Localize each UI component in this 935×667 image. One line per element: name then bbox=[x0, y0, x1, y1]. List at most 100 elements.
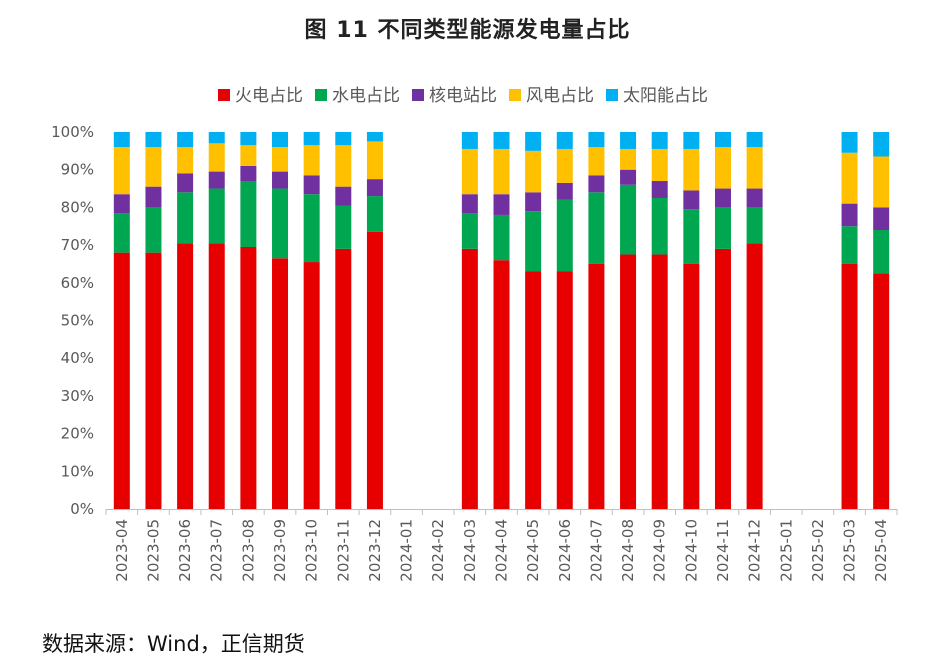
bar-segment-nuclear bbox=[177, 173, 194, 193]
bar-segment-solar bbox=[556, 132, 573, 149]
y-tick-label: 20% bbox=[61, 425, 94, 443]
bar-segment-hydro bbox=[113, 213, 130, 253]
bar-segment-solar bbox=[303, 132, 320, 146]
bar-segment-hydro bbox=[651, 197, 668, 255]
bar-segment-wind bbox=[746, 147, 763, 189]
bar-segment-nuclear bbox=[588, 175, 605, 193]
legend-swatch-wind bbox=[509, 89, 521, 101]
bar-segment-solar bbox=[335, 132, 352, 146]
bar-segment-thermal bbox=[303, 262, 320, 509]
bar-segment-thermal bbox=[525, 271, 542, 509]
legend-label: 水电占比 bbox=[332, 86, 400, 106]
x-tick-label: 2024-12 bbox=[746, 519, 764, 582]
bar-segment-solar bbox=[461, 132, 478, 149]
bar-segment-nuclear bbox=[240, 165, 257, 182]
y-tick-label: 30% bbox=[61, 387, 94, 405]
bar-segment-thermal bbox=[651, 254, 668, 509]
bar-segment-thermal bbox=[746, 243, 763, 509]
bar-segment-hydro bbox=[461, 213, 478, 249]
bar-segment-thermal bbox=[461, 248, 478, 509]
bar-segment-hydro bbox=[208, 188, 225, 244]
legend-label: 风电占比 bbox=[526, 86, 594, 106]
bar-segment-wind bbox=[873, 156, 890, 208]
bar-segment-solar bbox=[366, 132, 383, 142]
x-tick-label: 2024-09 bbox=[651, 519, 669, 582]
y-axis: 0% 10% 20% 30% 40% 50% 60% 70% 80% 90% 100% bbox=[51, 123, 94, 518]
bar-segment-nuclear bbox=[873, 207, 890, 231]
bar-segment-wind bbox=[208, 143, 225, 172]
x-tick-label: 2023-10 bbox=[303, 519, 321, 582]
x-tick-label: 2024-07 bbox=[587, 519, 605, 582]
bar-segment-solar bbox=[240, 132, 257, 146]
bar-segment-hydro bbox=[714, 207, 731, 249]
bar-segment-thermal bbox=[493, 260, 510, 509]
bar-segment-nuclear bbox=[113, 194, 130, 214]
x-tick-label: 2023-05 bbox=[144, 519, 162, 582]
bar-segment-nuclear bbox=[714, 188, 731, 208]
bar-segment-solar bbox=[493, 132, 510, 149]
y-tick-label: 70% bbox=[61, 236, 94, 254]
x-tick-label: 2024-08 bbox=[619, 519, 637, 582]
bar-segment-solar bbox=[272, 132, 289, 148]
y-tick-label: 0% bbox=[70, 500, 94, 518]
bar-segment-wind bbox=[493, 148, 510, 195]
x-tick-label: 2023-04 bbox=[113, 519, 131, 582]
bar-segment-hydro bbox=[556, 199, 573, 272]
bar-segment-wind bbox=[366, 141, 383, 180]
bar-segment-nuclear bbox=[841, 203, 858, 227]
bar-segment-thermal bbox=[873, 273, 890, 509]
x-tick-label: 2024-04 bbox=[493, 519, 511, 582]
bar-segment-nuclear bbox=[303, 175, 320, 195]
bar-segment-nuclear bbox=[651, 181, 668, 198]
bar-segment-thermal bbox=[588, 263, 605, 509]
bar-segment-wind bbox=[556, 148, 573, 183]
bar-segment-thermal bbox=[240, 246, 257, 510]
chart-title: 图 11 不同类型能源发电量占比 bbox=[304, 18, 631, 43]
bar-segment-hydro bbox=[588, 192, 605, 264]
bar-segment-wind bbox=[335, 145, 352, 187]
bar-segment-solar bbox=[683, 132, 700, 149]
x-tick-label: 2024-05 bbox=[524, 519, 542, 582]
bar-segment-nuclear bbox=[335, 186, 352, 206]
bar-segment-wind bbox=[461, 148, 478, 195]
source-note: 数据来源：Wind，正信期货 bbox=[42, 632, 305, 656]
bar-segment-thermal bbox=[272, 258, 289, 509]
bar-segment-hydro bbox=[683, 209, 700, 264]
x-axis: 2023-04 2023-05 2023-06 2023-07 2023-08 2023-… bbox=[105, 509, 898, 582]
bar-segment-nuclear bbox=[746, 188, 763, 208]
bar-segment-thermal bbox=[841, 263, 858, 509]
bar-segment-solar bbox=[177, 132, 194, 148]
bar-segment-nuclear bbox=[461, 194, 478, 214]
bar-segment-thermal bbox=[714, 248, 731, 509]
bar-segment-solar bbox=[588, 132, 605, 148]
bar-segment-hydro bbox=[841, 226, 858, 264]
bar-segment-solar bbox=[145, 132, 162, 148]
bar-segment-solar bbox=[746, 132, 763, 148]
bar-segment-nuclear bbox=[366, 179, 383, 197]
x-tick-label: 2025-03 bbox=[841, 519, 859, 582]
bar-segment-nuclear bbox=[683, 190, 700, 210]
legend-swatch-hydro bbox=[315, 89, 327, 101]
bar-segment-solar bbox=[841, 132, 858, 153]
bar-segment-hydro bbox=[620, 184, 637, 255]
bar-segment-solar bbox=[208, 132, 225, 144]
bar-segment-solar bbox=[113, 132, 130, 148]
bar-segment-hydro bbox=[873, 230, 890, 274]
bar-segment-wind bbox=[525, 150, 542, 193]
x-tick-label: 2025-01 bbox=[777, 519, 795, 582]
x-tick-label: 2024-11 bbox=[714, 519, 732, 582]
bar-segment-solar bbox=[714, 132, 731, 148]
x-tick-label: 2024-10 bbox=[682, 519, 700, 582]
x-tick-label: 2024-02 bbox=[429, 519, 447, 582]
y-tick-label: 50% bbox=[61, 312, 94, 330]
x-tick-label: 2023-11 bbox=[334, 519, 352, 582]
bar-segment-wind bbox=[588, 147, 605, 176]
bar-segment-hydro bbox=[272, 188, 289, 259]
bar-segment-wind bbox=[683, 148, 700, 191]
bar-segment-thermal bbox=[145, 252, 162, 509]
bar-segment-wind bbox=[620, 148, 637, 170]
bar-segment-hydro bbox=[366, 196, 383, 232]
bar-segment-wind bbox=[177, 147, 194, 174]
bar-segment-nuclear bbox=[525, 192, 542, 212]
legend-swatch-solar bbox=[606, 89, 618, 101]
